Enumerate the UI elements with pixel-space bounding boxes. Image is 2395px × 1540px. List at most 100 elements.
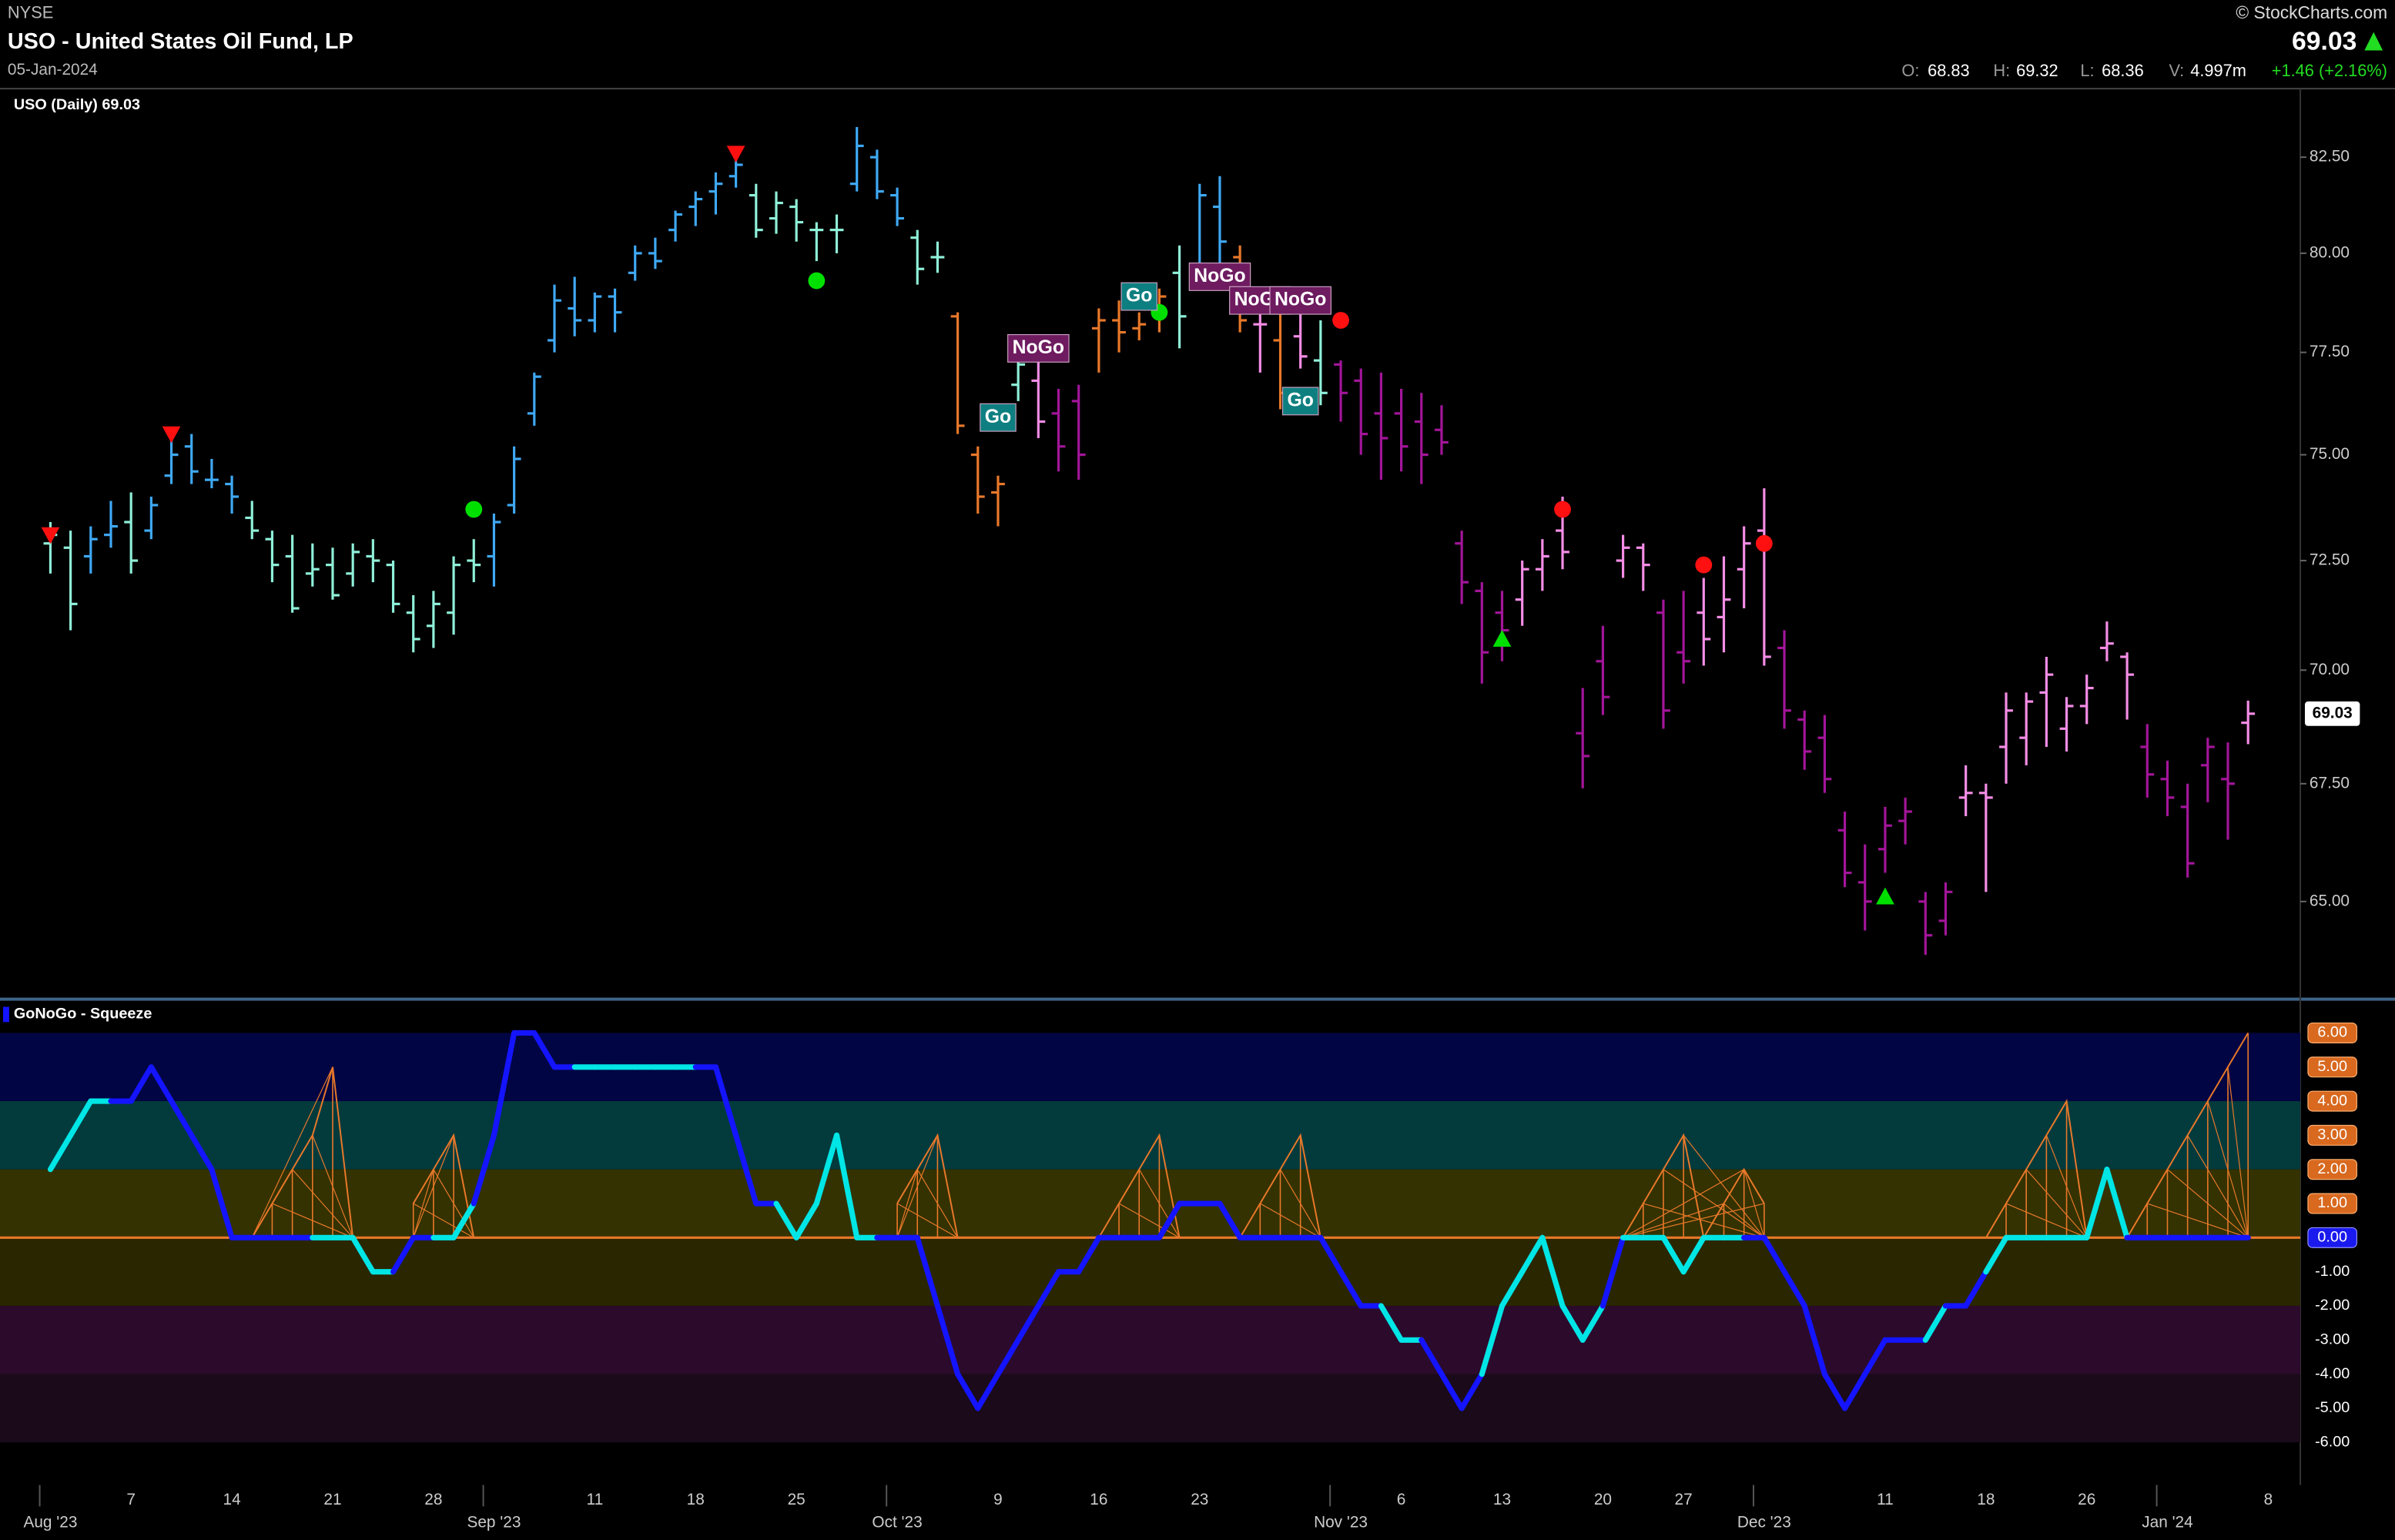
oscillator-segment	[833, 1132, 860, 1240]
y2-tick-box	[2307, 1159, 2358, 1180]
y2-tick-label: -6.00	[2315, 1433, 2350, 1450]
y2-tick-box	[2307, 1056, 2358, 1078]
squeeze-mesh	[1683, 1135, 1765, 1238]
squeeze-mesh	[292, 1169, 353, 1238]
annotation-label: Go	[1126, 286, 1152, 306]
oscillator-segment	[148, 1064, 175, 1104]
oscillator-segment	[1217, 1200, 1243, 1240]
signal-triangle-down	[726, 146, 745, 163]
y2-tick-label: 4.00	[2317, 1092, 2347, 1109]
oscillator-segment	[712, 1064, 739, 1138]
oscillator-segment	[1076, 1234, 1102, 1275]
oscillator-segment	[1579, 1303, 1606, 1343]
squeeze-mesh	[2187, 1135, 2249, 1238]
oscillator-segment	[1035, 1269, 1062, 1309]
oscillator-segment	[128, 1064, 154, 1104]
signal-dot	[808, 272, 826, 290]
x-tick-label: 18	[1977, 1491, 1995, 1508]
x-month-label: Jan '24	[2142, 1514, 2192, 1532]
y2-tick-label: -1.00	[2315, 1263, 2350, 1280]
band	[0, 1101, 2301, 1170]
high-label: H:	[1993, 61, 2010, 80]
squeeze-mesh	[2147, 1203, 2249, 1238]
squeeze-mesh	[2065, 1101, 2088, 1238]
squeeze-mesh	[1623, 1135, 1684, 1238]
band	[0, 1305, 2301, 1374]
oscillator-segment	[1842, 1371, 1868, 1411]
squeeze-mesh	[1663, 1169, 1765, 1238]
oscillator-segment	[1539, 1234, 1566, 1309]
low-label: L:	[2080, 61, 2094, 80]
oscillator-segment	[1459, 1371, 1485, 1411]
oscillator-segment	[1015, 1303, 1041, 1343]
signal-dot	[465, 500, 483, 518]
squeeze-mesh	[1239, 1135, 1301, 1238]
y-tick-label: 72.50	[2310, 551, 2350, 569]
squeeze-mesh	[251, 1066, 333, 1238]
squeeze-mesh	[453, 1135, 474, 1238]
x-tick-label: 11	[1877, 1491, 1894, 1508]
oscillator-segment	[491, 1029, 518, 1138]
oscillator-segment	[189, 1132, 215, 1173]
annotation-box	[1281, 387, 1319, 416]
oscillator-segment	[813, 1132, 840, 1207]
oscillator-segment	[1479, 1303, 1506, 1378]
y2-tick-box	[2307, 1090, 2358, 1112]
y-tick-label: 75.00	[2310, 445, 2350, 463]
price-pane: 65.0067.5070.0072.5075.0077.5080.0082.50…	[23, 127, 2360, 1532]
change: +1.46 (+2.16%)	[2272, 61, 2387, 80]
annotation-label: Go	[1287, 390, 1313, 410]
signal-dot	[1695, 556, 1713, 574]
x-tick-label: 13	[1493, 1491, 1511, 1508]
oscillator-segment	[1983, 1234, 2009, 1275]
oscillator-segment	[1439, 1371, 1465, 1411]
oscillator-segment	[793, 1200, 819, 1240]
volume-value: 4.997m	[2190, 61, 2246, 80]
squeeze-mesh	[1743, 1169, 1765, 1238]
x-month-label: Aug '23	[23, 1514, 77, 1532]
y2-tick-label: 1.00	[2317, 1194, 2347, 1211]
source: © StockCharts.com	[2236, 2, 2387, 22]
band	[0, 1169, 2301, 1238]
squeeze-mesh	[1158, 1135, 1181, 1238]
y2-tick-label: 5.00	[2317, 1058, 2347, 1075]
squeeze-mesh	[2126, 1033, 2249, 1238]
y-tick-label: 82.50	[2310, 148, 2350, 166]
x-month-label: Oct '23	[872, 1514, 922, 1532]
signal-dot	[1554, 500, 1571, 518]
x-tick-label: 21	[323, 1491, 341, 1508]
y2-tick-box	[2307, 1193, 2358, 1214]
signal-triangle-down	[41, 527, 60, 544]
x-tick-label: 18	[687, 1491, 705, 1508]
signal-triangle-down	[162, 426, 181, 444]
oscillator-segment	[1318, 1234, 1344, 1275]
x-tick-label: 26	[2078, 1491, 2095, 1508]
date: 05-Jan-2024	[8, 61, 98, 79]
squeeze-mesh	[1300, 1135, 1321, 1238]
signal-dot	[1755, 534, 1773, 552]
signal-triangle-up	[1876, 887, 1894, 905]
squeeze-mesh	[1623, 1169, 1744, 1238]
oscillator-segment	[1660, 1234, 1687, 1275]
panel-title: GoNoGo - Squeeze	[14, 1006, 152, 1023]
oscillator-segment	[2104, 1167, 2130, 1240]
y-tick-label: 65.00	[2310, 892, 2350, 909]
oscillator-segment	[1378, 1303, 1405, 1343]
oscillator-segment	[1862, 1337, 1888, 1378]
oscillator-segment	[1801, 1303, 1827, 1378]
squeeze-mesh	[2025, 1169, 2088, 1238]
x-tick-label: 11	[587, 1491, 604, 1508]
y2-tick-label: 3.00	[2317, 1127, 2347, 1143]
oscillator-segment	[451, 1200, 477, 1240]
y2-tick-label: -4.00	[2315, 1365, 2350, 1382]
squeeze-mesh	[1623, 1203, 1724, 1238]
oscillator-segment	[955, 1371, 981, 1411]
squeeze-mesh	[1260, 1203, 1321, 1238]
y2-tick-label: 2.00	[2317, 1160, 2347, 1177]
annotation-label: Go	[985, 407, 1011, 427]
y-tick-label: 80.00	[2310, 243, 2350, 261]
oscillator-segment	[350, 1234, 376, 1275]
oscillator-segment	[471, 1132, 497, 1207]
oscillator-segment	[1599, 1234, 1626, 1309]
